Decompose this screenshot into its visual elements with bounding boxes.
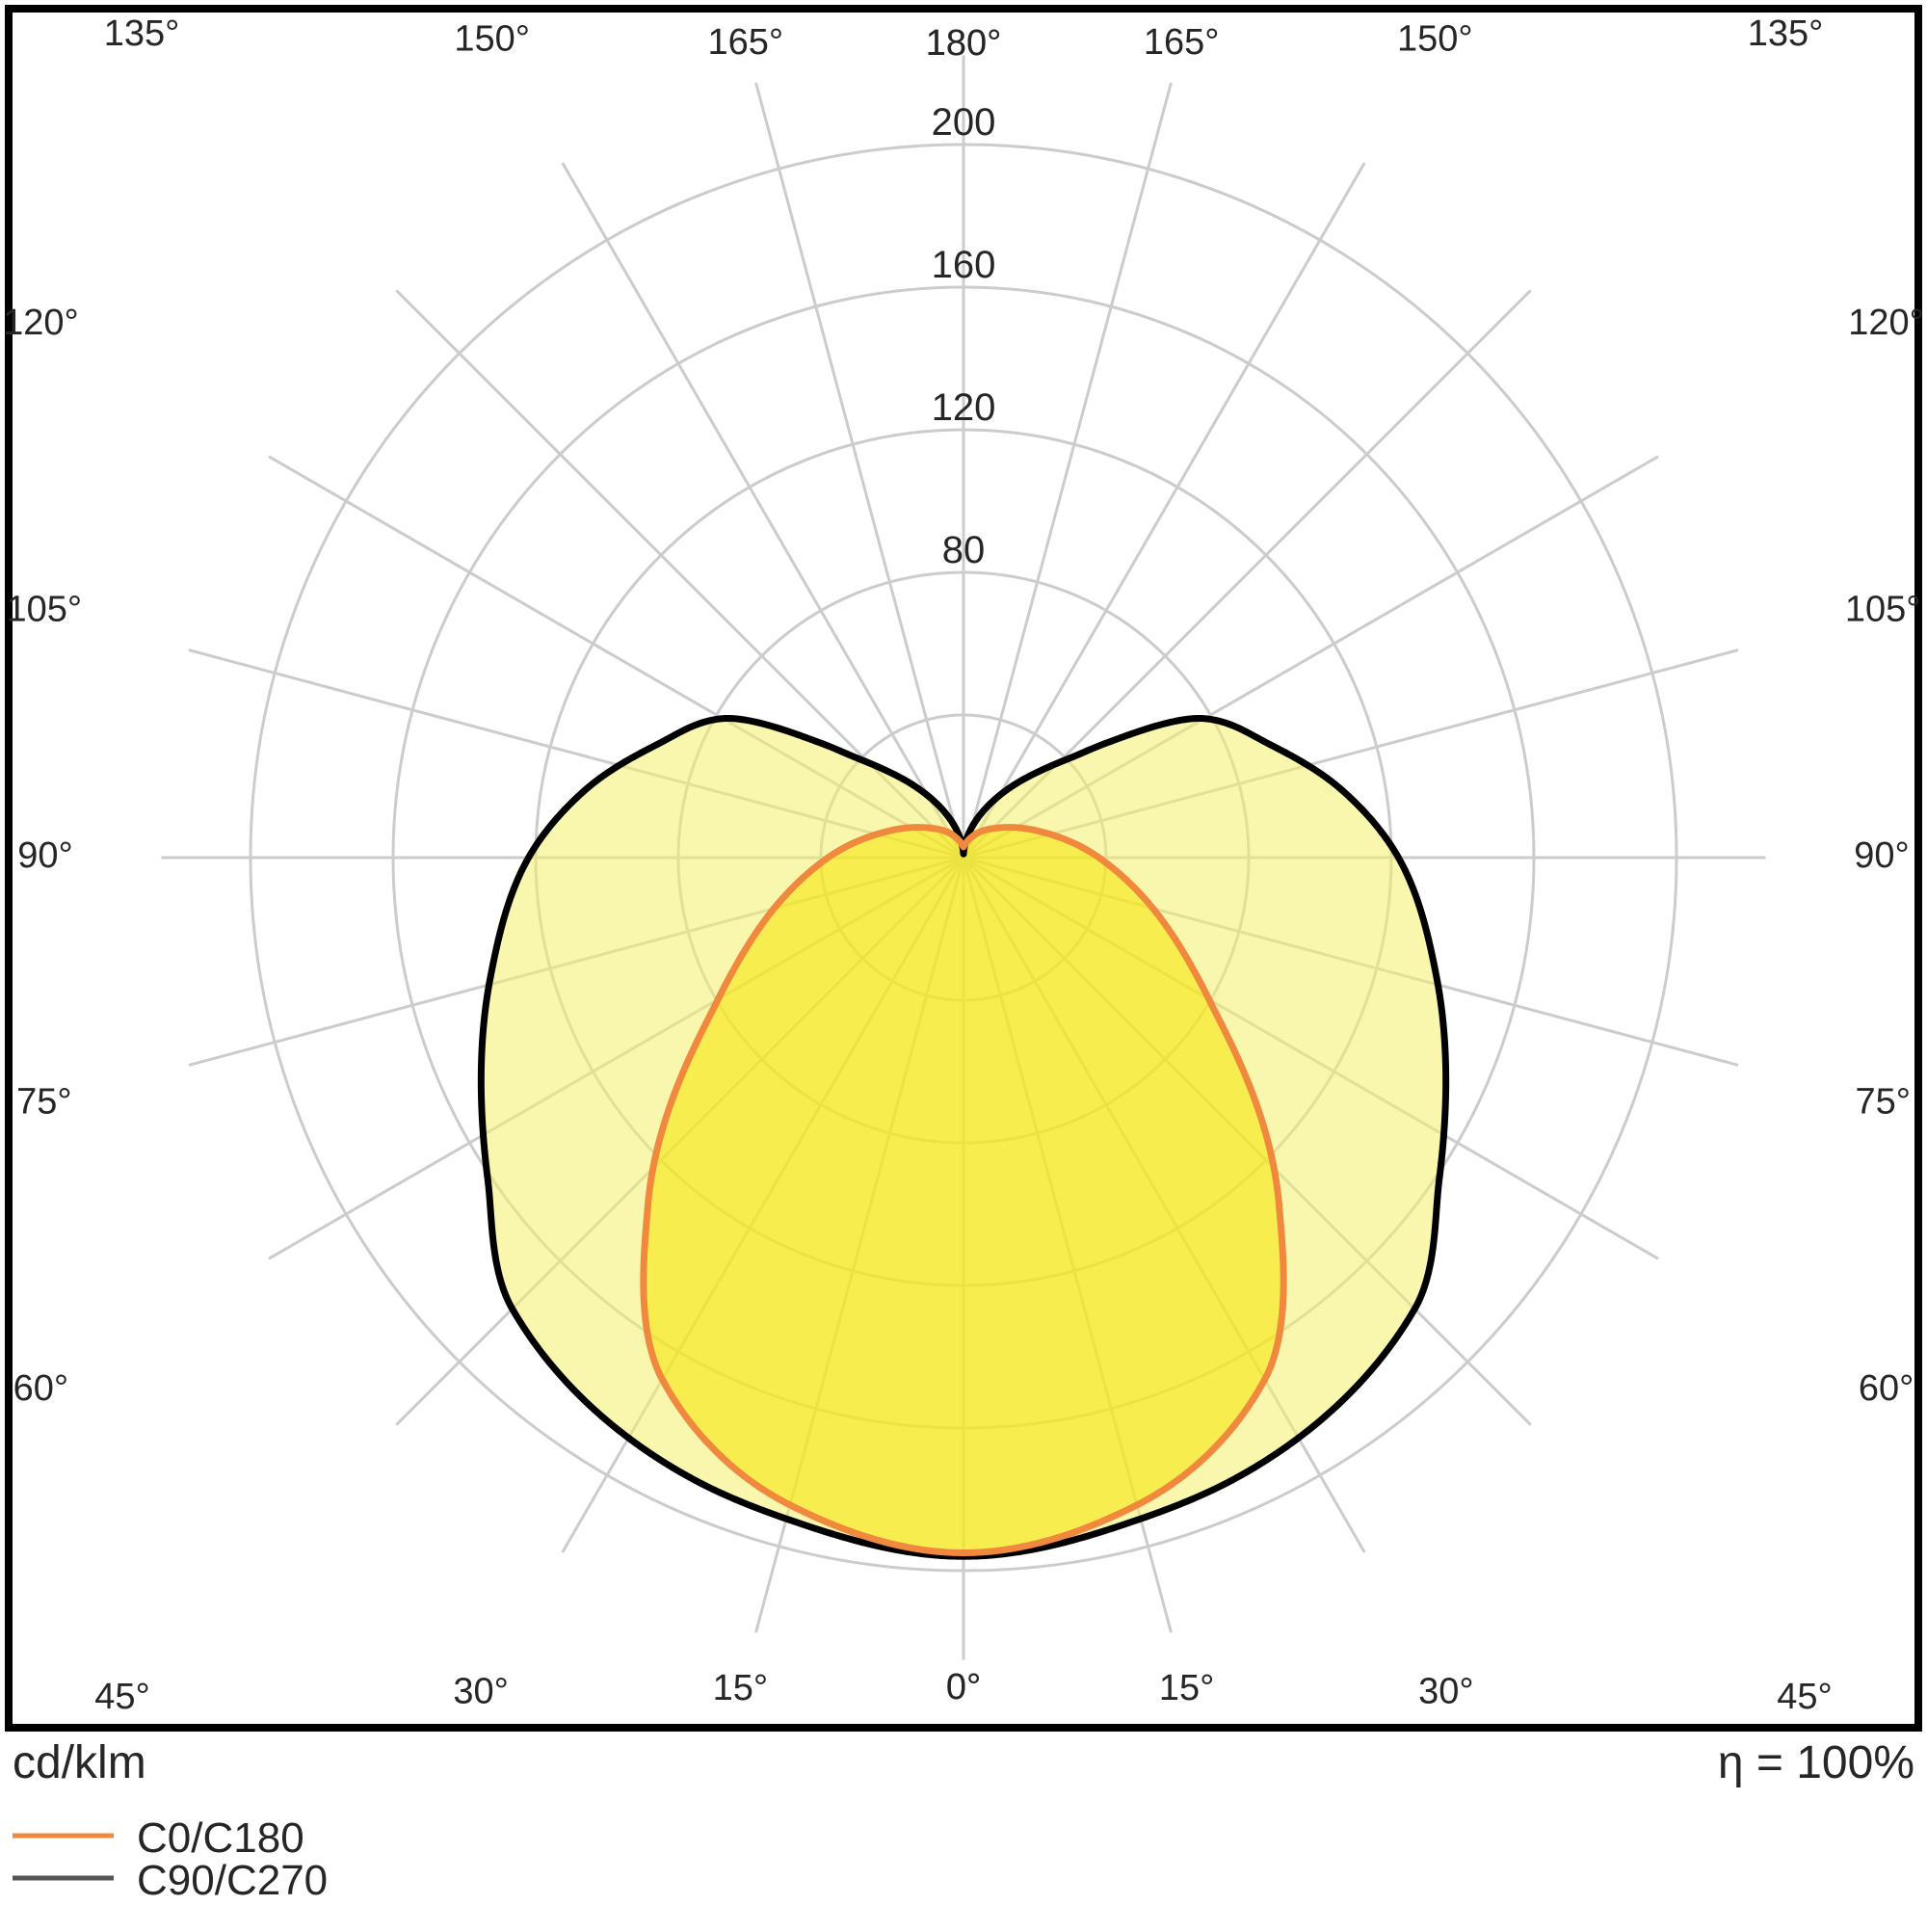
svg-text:90°: 90° — [17, 835, 72, 876]
svg-text:C0/C180: C0/C180 — [137, 1814, 304, 1862]
svg-text:160: 160 — [932, 244, 996, 286]
svg-text:135°: 135° — [104, 13, 180, 54]
svg-text:90°: 90° — [1854, 835, 1909, 876]
svg-text:75°: 75° — [1855, 1082, 1910, 1123]
svg-text:C90/C270: C90/C270 — [137, 1857, 328, 1904]
svg-text:165°: 165° — [1144, 22, 1220, 63]
svg-text:η = 100%: η = 100% — [1718, 1737, 1914, 1788]
svg-text:105°: 105° — [1845, 589, 1921, 629]
svg-text:165°: 165° — [707, 22, 783, 63]
svg-text:45°: 45° — [94, 1677, 149, 1717]
svg-text:15°: 15° — [713, 1668, 768, 1708]
svg-text:120: 120 — [932, 386, 996, 429]
svg-text:180°: 180° — [926, 23, 1002, 64]
svg-text:60°: 60° — [1859, 1368, 1914, 1409]
svg-text:75°: 75° — [16, 1082, 71, 1123]
svg-text:cd/klm: cd/klm — [13, 1737, 146, 1788]
svg-text:120°: 120° — [1848, 303, 1924, 343]
svg-text:105°: 105° — [6, 589, 82, 629]
svg-text:15°: 15° — [1159, 1668, 1214, 1708]
svg-text:135°: 135° — [1748, 13, 1824, 54]
svg-text:60°: 60° — [13, 1368, 68, 1409]
svg-text:45°: 45° — [1777, 1677, 1832, 1717]
svg-text:0°: 0° — [946, 1667, 981, 1707]
svg-text:80: 80 — [942, 529, 986, 571]
svg-text:150°: 150° — [1397, 18, 1473, 59]
svg-text:200: 200 — [932, 101, 996, 144]
svg-text:30°: 30° — [453, 1672, 508, 1712]
svg-text:150°: 150° — [454, 18, 530, 59]
svg-text:30°: 30° — [1418, 1672, 1473, 1712]
svg-text:120°: 120° — [3, 303, 79, 343]
